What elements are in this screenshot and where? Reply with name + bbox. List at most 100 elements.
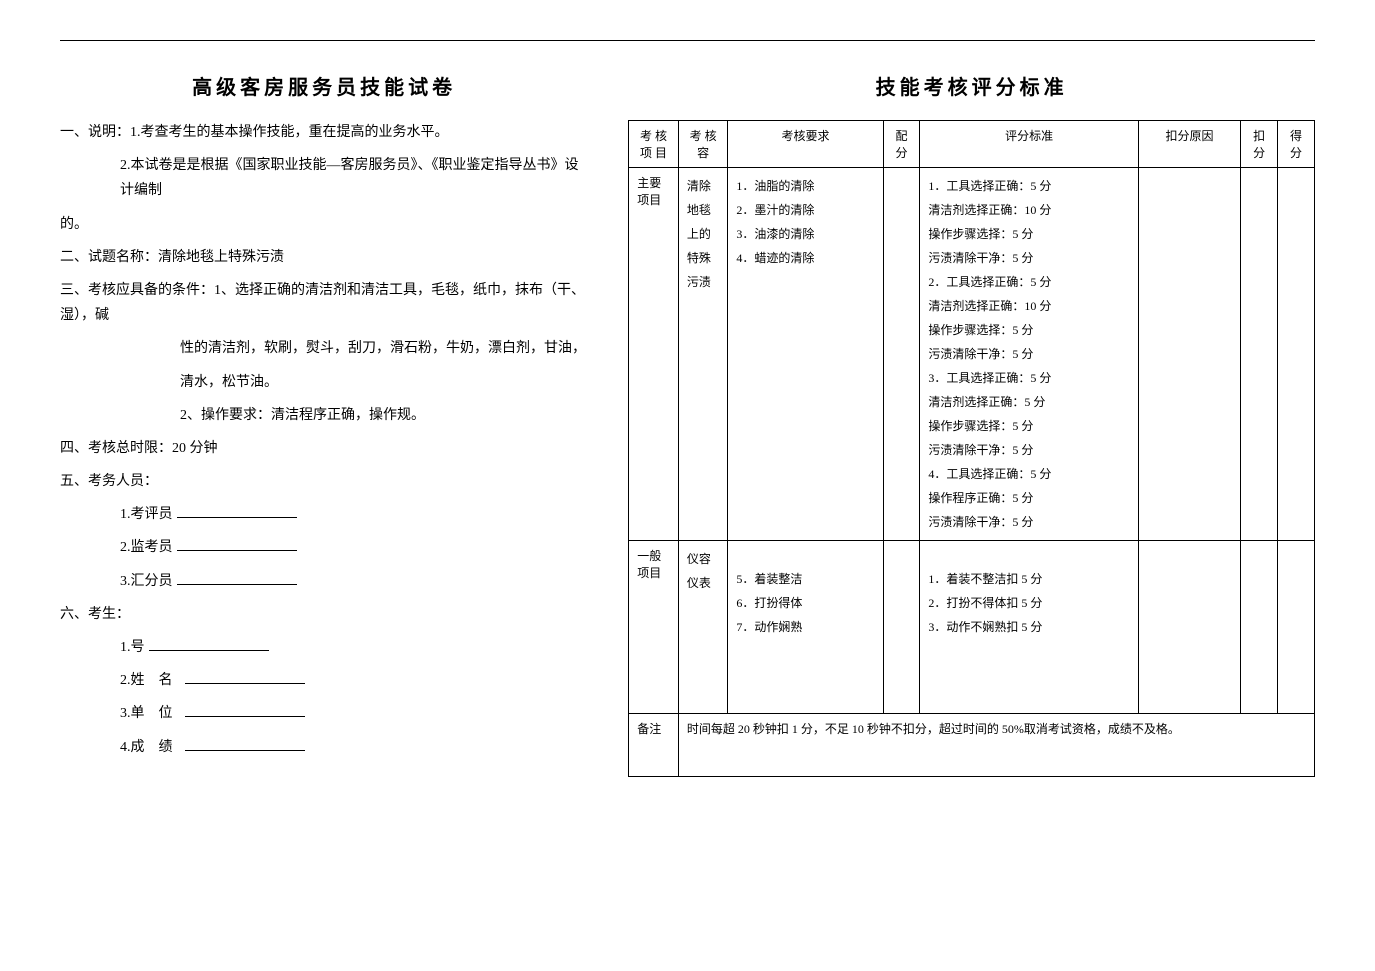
blank-line [177,550,297,551]
section3-item2: 操作要求：清洁程序正确，操作规。 [201,408,425,423]
list-item: 5．着装整洁 [736,567,874,591]
row1-got [1278,168,1315,541]
list-item: 1．工具选择正确：5 分 [928,174,1129,198]
section4: 四、考核总时限：20 分钟 [60,436,588,461]
section1-item1: 考查考生的基本操作技能，重在提高的业务水平。 [141,125,449,140]
section1: 一、说明：1.考查考生的基本操作技能，重在提高的业务水平。 [60,120,588,145]
section5: 五、考务人员： [60,469,588,494]
list-item: 特殊 [687,246,720,270]
blank-line [177,584,297,585]
header-col4: 配 分 [883,121,920,168]
list-item: 地毯 [687,198,720,222]
section3-item1-cont2: 清水，松节油。 [60,370,588,395]
header-col5: 评分标准 [920,121,1138,168]
header-col8: 得 分 [1278,121,1315,168]
left-column: 高级客房服务员技能试卷 一、说明：1.考查考生的基本操作技能，重在提高的业务水平… [60,71,608,777]
list-item: 6．打扮得体 [736,591,874,615]
section5-item2-num: 2. [120,540,131,555]
list-item: 2．墨汁的清除 [736,198,874,222]
list-item: 污渍 [687,270,720,294]
section6-item1: 号 [131,640,145,655]
section2-prefix: 二、试题名称： [60,250,158,265]
blank-line [185,750,305,751]
note-row: 备注 时间每超 20 秒钟扣 1 分，不足 10 秒钟不扣分，超过时间的 50%… [629,714,1315,777]
blank-line [185,683,305,684]
section3-item2-num: 2、 [180,408,201,423]
section6-item3-label: 单 位 [131,701,181,726]
header-col7: 扣 分 [1241,121,1278,168]
list-item: 操作步骤选择：5 分 [928,318,1129,342]
blank-line [177,517,297,518]
list-item: 4．蜡迹的清除 [736,246,874,270]
row2-score [883,541,920,714]
section5-item3-num: 3. [120,574,131,589]
section3: 三、考核应具备的条件：1、选择正确的清洁剂和清洁工具，毛毯，纸巾，抹布（干、湿）… [60,278,588,328]
list-item: 上的 [687,222,720,246]
row2-content: 仪容仪表 [678,541,728,714]
row2-got [1278,541,1315,714]
row1-deduct [1241,168,1278,541]
list-item: 3．工具选择正确：5 分 [928,366,1129,390]
row1-score [883,168,920,541]
section5-item1-num: 1. [120,507,131,522]
row2-requirements: 5．着装整洁6．打扮得体7．动作娴熟 [728,541,883,714]
section1-item2-line: 2.本试卷是是根据《国家职业技能—客房服务员》、《职业鉴定指导丛书》设计编制 [60,153,588,203]
section6-item4-label: 成 绩 [131,735,181,760]
right-column: 技能考核评分标准 考 核 项 目 考 核 容 考核要求 配 分 评分标准 扣分原… [628,71,1315,777]
row1-content: 清除地毯上的特殊污渍 [678,168,728,541]
section6-item4-line: 4.成 绩 [60,735,588,760]
section2-text: 清除地毯上特殊污渍 [158,250,284,265]
row1-requirements: 1．油脂的清除2．墨汁的清除3．油漆的清除4．蜡迹的清除 [728,168,883,541]
section5-prefix: 五、考务人员： [60,474,158,489]
header-row: 考 核 项 目 考 核 容 考核要求 配 分 评分标准 扣分原因 扣 分 得 分 [629,121,1315,168]
section6-item1-num: 1. [120,640,131,655]
top-divider [60,40,1315,41]
section5-item2-line: 2.监考员 [60,535,588,560]
section1-prefix: 一、说明： [60,125,130,140]
scoring-table: 考 核 项 目 考 核 容 考核要求 配 分 评分标准 扣分原因 扣 分 得 分… [628,120,1315,777]
main-project-row: 主要 项目 清除地毯上的特殊污渍 1．油脂的清除2．墨汁的清除3．油漆的清除4．… [629,168,1315,541]
char-b: 位 [159,706,173,721]
list-item: 清除 [687,174,720,198]
list-item: 4．工具选择正确：5 分 [928,462,1129,486]
section1-item2-num: 2. [120,158,131,173]
general-project-row: 一般 项目 仪容仪表 5．着装整洁6．打扮得体7．动作娴熟 1．着装不整洁扣 5… [629,541,1315,714]
blank-line [185,716,305,717]
section2: 二、试题名称：清除地毯上特殊污渍 [60,245,588,270]
section6-item3-line: 3.单 位 [60,701,588,726]
section5-item3: 汇分员 [131,574,173,589]
section5-item1: 考评员 [131,507,173,522]
section6-item2-line: 2.姓 名 [60,668,588,693]
section5-item2: 监考员 [131,540,173,555]
char-b: 名 [159,673,173,688]
section6-item4-num: 4. [120,740,131,755]
note-text: 时间每超 20 秒钟扣 1 分，不足 10 秒钟不扣分，超过时间的 50%取消考… [678,714,1314,777]
note-label: 备注 [629,714,679,777]
list-item: 污渍清除干净：5 分 [928,246,1129,270]
section6-prefix: 六、考生： [60,607,130,622]
row2-deduct [1241,541,1278,714]
section3-prefix: 三、考核应具备的条件： [60,283,214,298]
section5-item3-line: 3.汇分员 [60,569,588,594]
list-item: 2．打扮不得体扣 5 分 [928,591,1129,615]
section1-item1-num: 1. [130,125,141,140]
section6: 六、考生： [60,602,588,627]
list-item: 污渍清除干净：5 分 [928,510,1129,534]
row1-deduct-reason [1138,168,1240,541]
header-col2: 考 核 容 [678,121,728,168]
row1-standards: 1．工具选择正确：5 分清洁剂选择正确：10 分操作步骤选择：5 分污渍清除干净… [920,168,1138,541]
list-item: 清洁剂选择正确：10 分 [928,294,1129,318]
list-item: 操作程序正确：5 分 [928,486,1129,510]
section1-item2-cont: 的。 [60,212,588,237]
section3-item2-line: 2、操作要求：清洁程序正确，操作规。 [60,403,588,428]
list-item: 2．工具选择正确：5 分 [928,270,1129,294]
section3-item1-num: 1、 [214,283,235,298]
row2-project: 一般 项目 [629,541,679,714]
char-b: 绩 [159,740,173,755]
list-item: 3．油漆的清除 [736,222,874,246]
section3-item1-cont1: 性的清洁剂，软刷，熨斗，刮刀，滑石粉，牛奶，漂白剂，甘油， [60,336,588,361]
list-item: 3．动作不娴熟扣 5 分 [928,615,1129,639]
list-item: 清洁剂选择正确：5 分 [928,390,1129,414]
row2-standards: 1．着装不整洁扣 5 分2．打扮不得体扣 5 分3．动作不娴熟扣 5 分 [920,541,1138,714]
char-a: 单 [131,706,145,721]
